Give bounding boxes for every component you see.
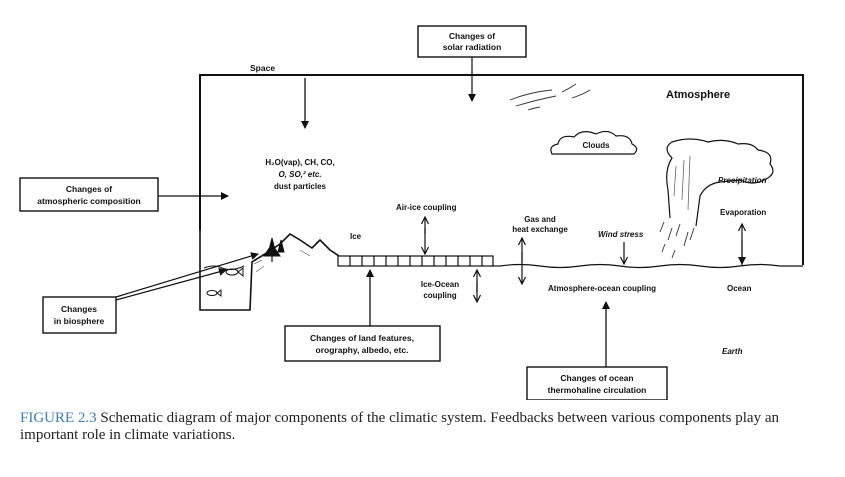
caption-text: Schematic diagram of major components of… <box>20 410 779 443</box>
atm-ocean-label: Atmosphere-ocean coupling <box>548 284 656 293</box>
biosphere-box-line1: Changes <box>61 304 97 314</box>
cloud-shading <box>673 155 691 211</box>
cirrus-marks <box>509 83 591 111</box>
climate-system-diagram: Changes of solar radiation Space Atmosph… <box>19 25 804 400</box>
precipitation-label: Precipitation <box>718 176 767 185</box>
figure-caption: FIGURE 2.3 Schematic diagram of major co… <box>20 410 820 444</box>
wind-stress-label: Wind stress <box>598 230 644 239</box>
biosphere-arrow-lower <box>115 267 227 301</box>
thermohaline-box <box>526 366 668 400</box>
ice-ocean-line2: coupling <box>423 291 456 300</box>
gas-heat-line2: heat exchange <box>512 225 568 234</box>
space-label: Space <box>250 63 275 73</box>
gas-heat-line1: Gas and <box>524 215 556 224</box>
rain-streaks <box>659 221 695 259</box>
land-box-line2: orography, albedo, etc. <box>316 345 409 355</box>
biosphere-box <box>42 296 117 334</box>
cloud-shape <box>550 130 638 155</box>
tree-icon <box>263 237 285 262</box>
constituents-line3: dust particles <box>274 182 327 191</box>
atmosphere-label: Atmosphere <box>666 89 730 101</box>
land-mass <box>199 230 359 311</box>
figure-number: FIGURE 2.3 <box>20 410 97 426</box>
land-box-line1: Changes of land features, <box>310 333 414 343</box>
sea-ice-blocks <box>337 255 494 267</box>
land-features-box <box>284 325 441 362</box>
air-ice-label: Air-ice coupling <box>396 203 457 212</box>
clouds-label: Clouds <box>582 141 610 150</box>
thermohaline-box-line1: Changes of ocean <box>560 373 633 383</box>
precipitation-cloud <box>666 138 774 227</box>
biosphere-box-line2: in biosphere <box>54 316 105 326</box>
thermohaline-box-line2: thermohaline circulation <box>548 385 647 395</box>
solar-box-line2: solar radiation <box>443 42 502 52</box>
ocean-surface <box>499 263 803 269</box>
composition-box-line2: atmospheric composition <box>37 196 140 206</box>
atmosphere-frame <box>199 74 804 265</box>
constituents-line1: H₂O(vap), CH, CO, <box>265 158 334 167</box>
composition-box-line1: Changes of <box>66 184 112 194</box>
fish-icon <box>206 266 244 297</box>
solar-box-line1: Changes of <box>449 31 495 41</box>
ocean-label: Ocean <box>727 284 752 293</box>
earth-label: Earth <box>722 347 743 356</box>
ground-hatch <box>253 249 311 273</box>
constituents-line2: O, SO,² etc. <box>278 170 321 179</box>
biosphere-arrow-upper <box>115 252 259 298</box>
mountain-snow <box>283 233 325 245</box>
ice-label: Ice <box>350 232 362 241</box>
evaporation-label: Evaporation <box>720 208 766 217</box>
ice-ocean-line1: Ice-Ocean <box>421 280 459 289</box>
composition-box <box>19 177 159 212</box>
